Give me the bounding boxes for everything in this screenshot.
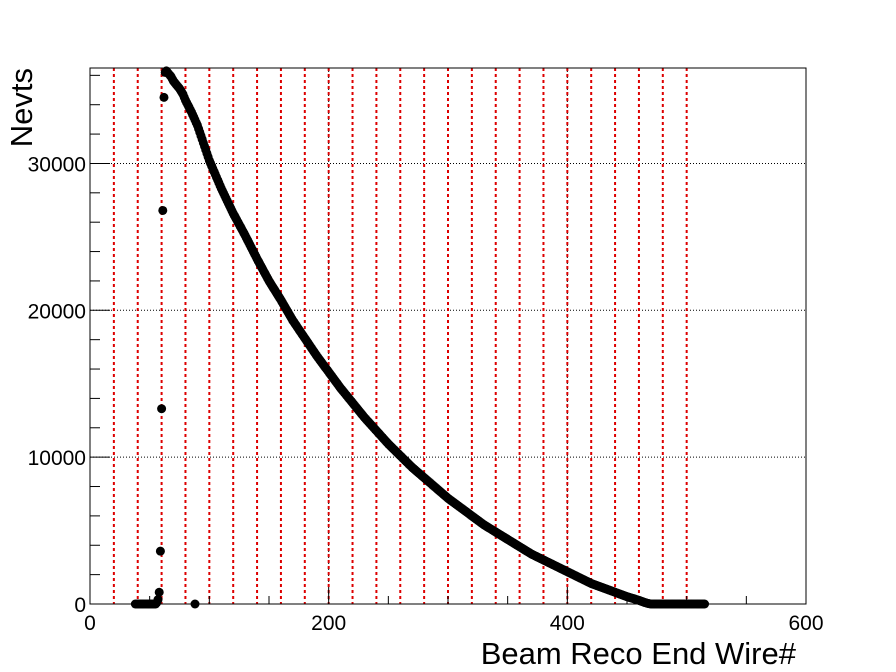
x-tick-label: 200 [311, 612, 346, 635]
data-point [155, 546, 165, 556]
data-point [159, 92, 169, 102]
data-point [154, 587, 164, 597]
y-tick-label: 10000 [28, 447, 86, 470]
y-tick-label: 20000 [28, 300, 86, 323]
data-points [130, 66, 710, 609]
axis-ticks: 0 200 400 600 0 10000 20000 30000 [28, 74, 824, 635]
data-point [157, 404, 167, 414]
x-tick-label: 600 [788, 612, 823, 635]
x-axis-title: Beam Reco End Wire# [481, 636, 797, 671]
x-tick-label: 0 [84, 612, 96, 635]
y-tick-label: 30000 [28, 153, 86, 176]
data-point [153, 595, 163, 605]
y-axis-title: Nevts [4, 68, 39, 147]
y-tick-label: 0 [74, 594, 86, 617]
data-point [158, 205, 168, 215]
x-tick-label: 400 [550, 612, 585, 635]
reference-lines [112, 68, 688, 604]
